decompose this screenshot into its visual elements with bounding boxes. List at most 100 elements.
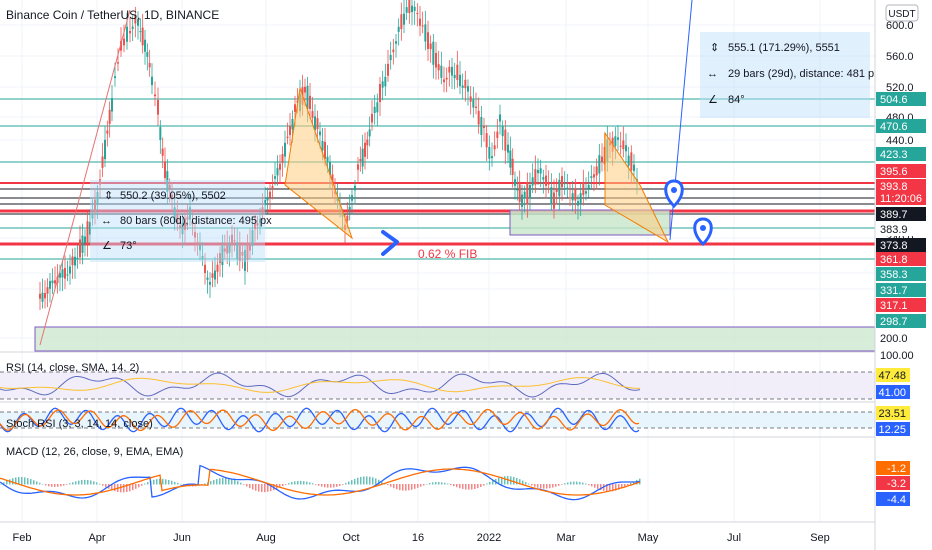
macd-bar bbox=[618, 484, 620, 490]
candle-body bbox=[622, 140, 625, 150]
candle-body bbox=[179, 225, 181, 229]
price-badge bbox=[876, 222, 926, 236]
macd-signal-line bbox=[0, 468, 641, 496]
time-tick-label: 2022 bbox=[477, 532, 501, 544]
candle-body bbox=[324, 141, 326, 159]
price-badge-text: 11:20:06 bbox=[880, 193, 922, 205]
demand-zone-bottom[interactable] bbox=[34, 326, 876, 352]
candle-body bbox=[228, 243, 231, 253]
price-badge bbox=[876, 164, 926, 178]
macd-bar bbox=[57, 484, 59, 487]
candle-body bbox=[437, 64, 440, 71]
price-badge bbox=[876, 179, 926, 193]
candle-body bbox=[419, 18, 421, 26]
candle-body bbox=[516, 189, 519, 191]
candle-body bbox=[286, 136, 289, 138]
macd-bar bbox=[489, 481, 491, 485]
fib-label: 0.62 % FIB bbox=[418, 247, 477, 261]
macd-bar bbox=[402, 484, 404, 491]
candle-body bbox=[236, 242, 239, 260]
macd-bar bbox=[375, 478, 377, 485]
macd-bar bbox=[453, 484, 455, 487]
macd-bar bbox=[411, 484, 413, 490]
macd-bar bbox=[399, 484, 401, 491]
candle-body bbox=[104, 139, 106, 160]
candle-body bbox=[161, 148, 164, 156]
macd-bar bbox=[624, 484, 626, 487]
chart-area[interactable] bbox=[0, 0, 875, 550]
candle-body bbox=[387, 63, 389, 76]
macd-bar bbox=[327, 484, 329, 488]
candle-body bbox=[319, 131, 321, 136]
time-tick-label: Apr bbox=[88, 532, 105, 544]
candle-body bbox=[475, 106, 477, 108]
candle-body bbox=[249, 242, 251, 251]
macd-bar bbox=[177, 482, 179, 485]
macd-bar bbox=[72, 482, 74, 485]
candle-body bbox=[403, 13, 405, 25]
candle-body bbox=[159, 127, 162, 140]
macd-bar bbox=[522, 480, 524, 485]
macd-bar bbox=[513, 476, 515, 485]
candle-body bbox=[408, 0, 411, 14]
macd-bar bbox=[90, 480, 92, 485]
indicator-value-text: 47.48 bbox=[878, 370, 906, 382]
candle-body bbox=[531, 177, 534, 186]
candle-body bbox=[440, 65, 443, 78]
indicator-value-text: -1.2 bbox=[887, 463, 906, 475]
candle-body bbox=[223, 248, 226, 252]
candle-body bbox=[501, 126, 504, 137]
location-pin-icon[interactable] bbox=[664, 179, 684, 209]
candle-body bbox=[429, 43, 432, 50]
measure-box-left[interactable] bbox=[90, 180, 265, 262]
price-badge bbox=[876, 92, 926, 106]
candle-body bbox=[166, 171, 169, 192]
price-badge-text: 331.7 bbox=[880, 285, 908, 297]
macd-bar bbox=[222, 477, 224, 485]
candle-body bbox=[244, 250, 246, 271]
macd-bar bbox=[330, 484, 332, 488]
candle-body bbox=[108, 109, 111, 124]
candle-body bbox=[94, 199, 96, 213]
macd-bar bbox=[159, 478, 161, 485]
candle-body bbox=[259, 219, 261, 223]
macd-bar bbox=[228, 478, 230, 485]
macd-bar bbox=[408, 484, 410, 491]
measure-box-right[interactable] bbox=[700, 32, 870, 118]
measure-box-right-line2: 29 bars (29d), distance: 481 px bbox=[728, 68, 880, 80]
macd-bar bbox=[405, 484, 407, 491]
candle-body bbox=[485, 133, 488, 148]
currency-badge[interactable] bbox=[885, 4, 919, 22]
candle-body bbox=[563, 183, 566, 185]
macd-bar bbox=[105, 484, 107, 488]
candle-body bbox=[151, 76, 153, 86]
price-badge-text: 393.8 bbox=[880, 181, 908, 193]
price-badge bbox=[876, 267, 926, 281]
trend-line-left[interactable] bbox=[39, 9, 131, 346]
macd-bar bbox=[351, 480, 353, 485]
arrow-right-icon bbox=[381, 230, 399, 256]
support-resistance-lines[interactable] bbox=[0, 98, 875, 260]
macd-bar bbox=[342, 484, 344, 485]
rsi-label: RSI (14, close, SMA, 14, 2) bbox=[6, 362, 139, 374]
macd-bar bbox=[156, 479, 158, 485]
candle-body bbox=[400, 14, 403, 30]
macd-bar bbox=[264, 484, 266, 493]
macd-bar bbox=[480, 484, 482, 487]
macd-bar bbox=[426, 483, 428, 485]
measure-width-icon: ↔ bbox=[101, 215, 112, 227]
candle-body bbox=[311, 111, 314, 118]
macd-bar bbox=[456, 484, 458, 488]
time-tick-label: Oct bbox=[342, 532, 359, 544]
harmonic-pattern-right[interactable] bbox=[604, 131, 670, 244]
macd-bar bbox=[63, 484, 65, 486]
candle-body bbox=[392, 49, 395, 53]
candle-body bbox=[134, 14, 137, 24]
candle-body bbox=[123, 38, 125, 46]
candle-body bbox=[483, 125, 485, 128]
macd-bar bbox=[567, 482, 569, 485]
measure-height-icon: ⇕ bbox=[710, 42, 719, 54]
location-pin-icon[interactable] bbox=[693, 217, 713, 247]
harmonic-pattern-left[interactable] bbox=[284, 87, 354, 240]
